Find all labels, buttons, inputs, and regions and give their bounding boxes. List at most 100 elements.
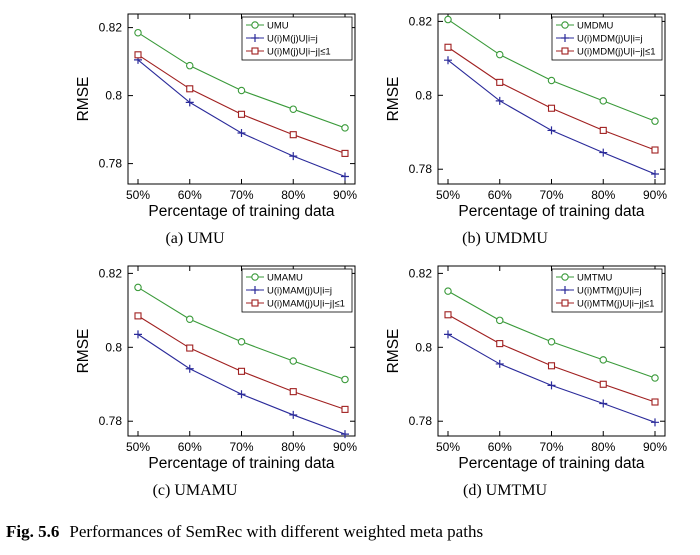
data-point [134,283,142,292]
data-point [444,287,452,295]
legend: UMTMU U(i)MTM(j)U|i=j U(i)MTM(j)U|i−j|≤1 [551,268,663,313]
data-point [547,338,556,346]
series-0 [444,15,659,125]
y-axis-label: RMSE [75,329,92,374]
series-0 [134,28,349,132]
legend-marker [251,299,259,307]
series-line [137,333,346,435]
legend-marker [561,299,569,307]
y-tick-label: 0.82 [99,266,123,280]
data-point [289,388,297,396]
data-point [341,149,349,157]
data-point [444,330,452,339]
data-point [547,362,556,370]
x-tick-label: 70% [539,440,563,454]
legend: UMAMU U(i)MAM(j)U|i=j U(i)MAM(j)U|i−j|≤1 [241,268,353,313]
y-tick-label: 0.78 [99,157,123,171]
x-tick-label: 80% [281,188,305,202]
legend-label: U(i)MDM(j)U|i−j|≤1 [577,47,656,58]
legend-marker [251,286,259,294]
panel-c: 0.82 0.8 0.78 50% 60% 70% 80% 90% Percentage of … [30,260,360,500]
legend-label: UMDMU [577,21,614,32]
x-tick-label: 50% [126,440,150,454]
panel-a: 0.82 0.8 0.78 50% 60% 70% 80% 90% Percentage of … [30,8,360,248]
data-point [237,390,246,399]
data-point [289,357,297,365]
legend-label: U(i)MDM(j)U|i=j [577,34,643,45]
data-point [444,311,452,319]
legend-label: U(i)MTM(j)U|i=j [577,286,641,297]
subcaption-b: (b) UMDMU [462,230,548,247]
series-line [447,333,656,423]
data-point [134,312,142,320]
data-point [651,374,659,382]
data-point [237,367,246,375]
x-axis-label: Percentage of training data [458,455,645,472]
legend-marker [251,34,259,42]
legend-marker [561,34,569,42]
chart-a-svg: 0.82 0.8 0.78 50% 60% 70% 80% 90%Percentage of … [75,13,357,220]
data-point [186,85,194,93]
legend-label: U(i)MAM(j)U|i=j [267,286,332,297]
series-2 [134,312,349,413]
x-axis-label: Percentage of training data [148,455,335,472]
data-point [186,344,194,352]
data-point [599,356,607,364]
data-point [289,410,298,419]
x-tick-label: 50% [436,440,460,454]
legend-label: UMTMU [577,273,612,284]
data-point [496,78,504,86]
x-tick-label: 60% [488,188,512,202]
series-0 [134,283,349,384]
data-point [289,131,297,139]
y-axis-label: RMSE [385,329,402,374]
data-point [341,172,349,181]
data-point [651,146,659,154]
y-tick-label: 0.82 [409,266,433,280]
data-point [237,338,246,346]
data-point [496,340,504,348]
data-point [651,117,659,125]
x-axis-label: Percentage of training data [458,203,645,220]
x-tick-label: 90% [333,440,357,454]
data-point [237,86,246,95]
data-point [341,430,349,439]
legend-marker [251,47,259,55]
data-point [341,124,349,132]
y-tick-label: 0.82 [99,21,123,35]
legend-marker [561,21,569,29]
data-point [651,170,659,179]
data-point [341,405,349,413]
data-point [547,104,556,112]
x-axis-label: Percentage of training data [148,203,335,220]
legend-label: UMU [267,21,289,32]
legend-marker [561,273,569,281]
series-0 [444,287,659,382]
legend-label: U(i)MAM(j)U|i−j|≤1 [267,299,345,310]
legend-label: UMAMU [267,273,303,284]
data-point [495,96,504,105]
y-tick-label: 0.8 [415,340,432,354]
legend-marker [251,273,259,281]
y-tick-label: 0.78 [409,162,433,176]
data-point [547,76,556,85]
figure-caption-text: Performances of SemRec with different we… [69,522,484,541]
x-tick-label: 80% [591,188,615,202]
x-tick-label: 80% [591,440,615,454]
data-point [185,364,194,373]
subcaption-a: (a) UMU [165,230,225,247]
figure-label: Fig. 5.6 [6,522,60,541]
data-point [289,105,297,113]
figure-caption: Fig. 5.6 Performances of SemRec with diff… [6,522,483,542]
y-tick-label: 0.8 [105,89,122,103]
x-tick-label: 50% [126,188,150,202]
x-tick-label: 60% [178,188,202,202]
data-point [599,399,608,408]
data-point [599,148,608,157]
data-point [547,126,556,135]
x-tick-label: 80% [281,440,305,454]
y-tick-label: 0.82 [409,14,433,28]
x-tick-label: 50% [436,188,460,202]
